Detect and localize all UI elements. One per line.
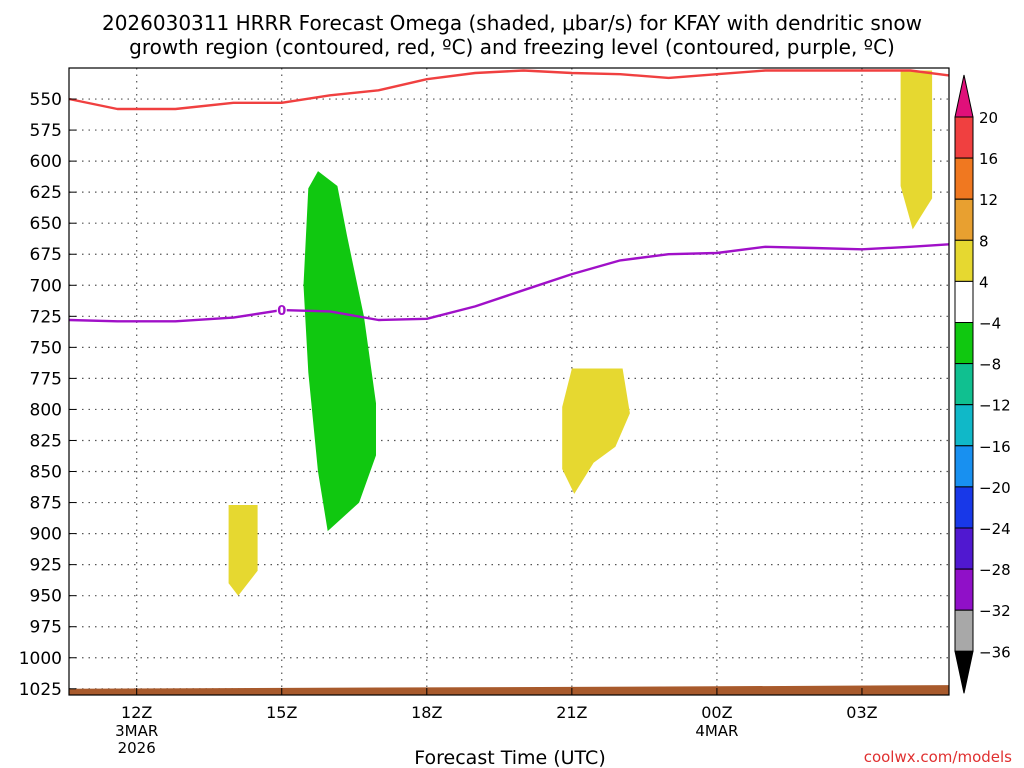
y-tick-label-875: 875 bbox=[30, 494, 62, 514]
y-tick-label-950: 950 bbox=[30, 587, 62, 607]
dendritic-growth-contour bbox=[68, 69, 950, 111]
colorbar-top-arrow bbox=[954, 74, 974, 118]
colorbar-label-5: 4 bbox=[979, 273, 989, 291]
x-tick-label-12Z: 12Z bbox=[121, 703, 152, 722]
x-tick-label-15Z: 15Z bbox=[266, 703, 297, 722]
colorbar-bin-11 bbox=[954, 527, 974, 570]
colorbar-bin-13 bbox=[954, 609, 974, 652]
x-tick-label-00Z: 00Z bbox=[701, 703, 732, 722]
y-tick-label-675: 675 bbox=[30, 245, 62, 265]
y-tick-label-900: 900 bbox=[30, 525, 62, 545]
colorbar-label-12: −28 bbox=[979, 561, 1011, 579]
colorbar-bin-7 bbox=[954, 363, 974, 406]
colorbar-label-4: 8 bbox=[979, 232, 989, 250]
y-tick-label-600: 600 bbox=[30, 152, 62, 172]
colorbar-label-7: −8 bbox=[979, 356, 1001, 374]
colorbar-bin-9 bbox=[954, 445, 974, 488]
chart-title-line-2: growth region (contoured, red, ºC) and f… bbox=[129, 35, 895, 59]
y-tick-label-750: 750 bbox=[30, 338, 62, 358]
colorbar-bin-3 bbox=[954, 198, 974, 241]
colorbar-label-1: 20 bbox=[979, 109, 998, 127]
y-tick-label-625: 625 bbox=[30, 183, 62, 203]
colorbar-label-9: −16 bbox=[979, 438, 1011, 456]
x-tick-sublabel-2026: 2026 bbox=[118, 739, 156, 757]
x-tick-label-21Z: 21Z bbox=[556, 703, 587, 722]
contour-labels: 0 bbox=[276, 302, 287, 319]
colorbar-bin-8 bbox=[954, 404, 974, 447]
y-tick-label-550: 550 bbox=[30, 90, 62, 110]
colorbar-label-3: 12 bbox=[979, 191, 998, 209]
y-tick-label-825: 825 bbox=[30, 431, 62, 451]
y-tick-label-725: 725 bbox=[30, 307, 62, 327]
contour-lines bbox=[68, 69, 950, 323]
colorbar-bin-10 bbox=[954, 486, 974, 529]
y-tick-label-1000: 1000 bbox=[19, 649, 62, 669]
y-tick-label-575: 575 bbox=[30, 121, 62, 141]
x-tick-label-03Z: 03Z bbox=[846, 703, 877, 722]
omega-region-3 bbox=[562, 368, 630, 494]
y-tick-label-1025: 1025 bbox=[19, 680, 62, 700]
freezing-level-label-bg bbox=[276, 302, 287, 318]
colorbar-label-2: 16 bbox=[979, 150, 998, 168]
grid-lines bbox=[69, 68, 949, 695]
omega-region-4 bbox=[228, 505, 258, 596]
colorbar-label-14: −36 bbox=[979, 643, 1011, 661]
watermark: coolwx.com/models bbox=[864, 748, 1012, 766]
colorbar-label-8: −12 bbox=[979, 397, 1011, 415]
colorbar: 20 16 12 8 4 −4 −8 −12 −16 −20 −24 −28 −32 −36 bbox=[954, 74, 1011, 694]
chart-title-line-1: 2026030311 HRRR Forecast Omega (shaded, … bbox=[102, 11, 922, 35]
colorbar-bin-4 bbox=[954, 239, 974, 282]
y-tick-label-650: 650 bbox=[30, 214, 62, 234]
colorbar-bin-6 bbox=[954, 322, 974, 365]
omega-shading bbox=[69, 70, 949, 695]
omega-region-1 bbox=[303, 171, 376, 532]
colorbar-bin-2 bbox=[954, 157, 974, 200]
plot-frame bbox=[68, 67, 950, 696]
y-tick-label-850: 850 bbox=[30, 463, 62, 483]
freezing-level-label: 0 bbox=[277, 304, 286, 319]
freezing-level-contour bbox=[68, 243, 950, 323]
x-tick-sublabel-3mar: 3MAR bbox=[115, 722, 158, 740]
colorbar-label-13: −32 bbox=[979, 602, 1011, 620]
colorbar-bin-5 bbox=[954, 280, 974, 323]
terrain-fill bbox=[69, 685, 949, 695]
colorbar-bin-12 bbox=[954, 568, 974, 611]
omega-region-2 bbox=[900, 70, 933, 230]
colorbar-label-10: −20 bbox=[979, 479, 1011, 497]
y-tick-label-925: 925 bbox=[30, 556, 62, 576]
colorbar-label-11: −24 bbox=[979, 520, 1011, 538]
y-tick-label-975: 975 bbox=[30, 618, 62, 638]
x-tick-sublabel-4mar: 4MAR bbox=[695, 722, 738, 740]
x-tick-label-18Z: 18Z bbox=[411, 703, 442, 722]
x-axis-title: Forecast Time (UTC) bbox=[414, 747, 605, 768]
colorbar-label-6: −4 bbox=[979, 315, 1001, 333]
y-tick-label-800: 800 bbox=[30, 400, 62, 420]
y-tick-label-775: 775 bbox=[30, 369, 62, 389]
y-tick-label-700: 700 bbox=[30, 276, 62, 296]
y-axis: 550 575 600 625 650 675 700 725 750 775 800 825 850 8… bbox=[19, 90, 76, 700]
colorbar-bottom-arrow bbox=[954, 650, 974, 694]
colorbar-bin-1 bbox=[954, 116, 974, 159]
